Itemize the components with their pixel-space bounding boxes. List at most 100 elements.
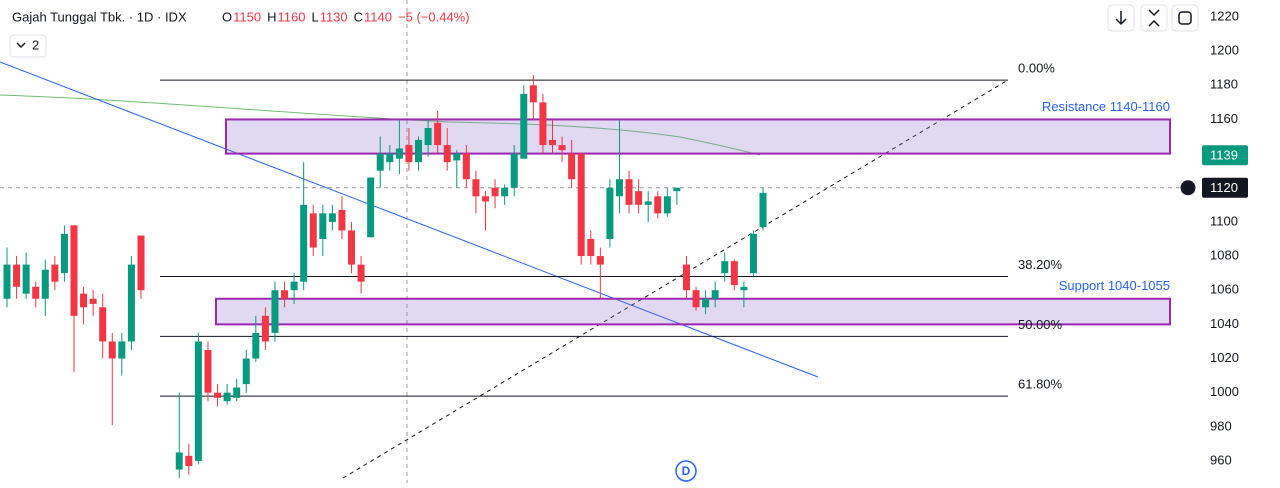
candle-body — [281, 290, 289, 299]
dividend-marker-label: D — [682, 464, 691, 478]
price-badge — [1202, 177, 1248, 198]
candle-body — [70, 225, 78, 316]
y-tick-label: 1000 — [1210, 384, 1239, 399]
candle-body — [60, 233, 68, 274]
candle-body — [654, 196, 662, 214]
y-tick-label: 1160 — [1210, 111, 1238, 126]
candle-body — [501, 187, 509, 197]
candle-body — [625, 179, 633, 205]
candle-body — [204, 349, 212, 393]
button-fullscreen[interactable] — [1171, 4, 1199, 32]
candle-body — [386, 153, 394, 163]
fib-label: 50.00% — [1018, 317, 1063, 332]
ohlc-value: 1160 — [277, 9, 305, 24]
price-badge-label: 1120 — [1210, 180, 1238, 195]
candle-body — [711, 290, 719, 299]
candle-body — [367, 177, 375, 238]
ohlc-value: 1150 — [233, 9, 261, 24]
moving-average — [0, 94, 761, 156]
zone-label: Resistance 1140-1160 — [1042, 99, 1170, 114]
candle-body — [520, 93, 528, 159]
ohlc-key: L — [311, 9, 318, 24]
dividend-marker[interactable] — [675, 460, 697, 482]
chart-title: Gajah Tunggal Tbk. · 1D · IDX — [12, 9, 187, 24]
candle-body — [309, 213, 317, 248]
y-tick-label: 1100 — [1210, 213, 1238, 228]
candle-body — [472, 179, 480, 197]
candle-body — [510, 153, 518, 188]
candle-body — [242, 358, 250, 385]
candle-body — [491, 187, 499, 197]
trendline-dashed — [342, 79, 1009, 479]
candle-body — [127, 264, 135, 342]
candle-body — [223, 392, 231, 402]
y-tick-label: 960 — [1210, 452, 1232, 467]
candle-body — [462, 153, 470, 180]
candle-body — [395, 148, 403, 159]
candle-body — [99, 307, 107, 342]
icon — [1115, 11, 1127, 26]
candle-body — [233, 387, 241, 398]
candle-body — [424, 127, 432, 146]
candle-body — [644, 201, 652, 205]
candle-body — [175, 452, 183, 470]
y-tick-label: 1200 — [1210, 43, 1239, 58]
candle-body — [730, 261, 738, 286]
candle-body — [214, 392, 222, 398]
candle-body — [434, 122, 442, 146]
candle-body — [568, 153, 576, 180]
indicator-toggle[interactable] — [9, 34, 47, 58]
candle-body — [453, 153, 461, 161]
trendline — [0, 61, 819, 378]
candle-body — [300, 204, 308, 282]
candle-body — [663, 196, 671, 214]
candle-body — [443, 145, 451, 163]
candle-body — [328, 213, 336, 222]
candle-body — [721, 261, 729, 274]
chevron-icon — [16, 42, 26, 49]
y-tick-label: 1060 — [1210, 282, 1239, 297]
price-badge — [1202, 145, 1248, 166]
ohlc-value: 1130 — [320, 9, 348, 24]
candle-body — [338, 209, 346, 231]
candle-body — [673, 187, 681, 192]
icon — [1148, 9, 1160, 27]
candle-body — [749, 233, 757, 274]
y-tick-label: 1040 — [1210, 316, 1239, 331]
button-collapse[interactable] — [1140, 4, 1168, 32]
candle-body — [577, 153, 585, 257]
y-tick-label: 1180 — [1210, 77, 1238, 92]
candle-body — [137, 235, 145, 291]
candle-body — [319, 213, 327, 239]
candle-body — [348, 230, 356, 265]
y-tick-label: 1220 — [1210, 8, 1239, 23]
candle-body — [740, 286, 748, 291]
candle-body — [682, 264, 690, 291]
candle-body — [3, 264, 11, 299]
candle-body — [252, 332, 260, 359]
ohlc-key: C — [354, 9, 363, 24]
candle-body — [539, 102, 547, 146]
candle-body — [51, 264, 59, 282]
y-tick-label: 1020 — [1210, 350, 1239, 365]
candle-body — [185, 455, 193, 467]
candle-body — [615, 179, 623, 197]
candle-body — [587, 238, 595, 257]
fib-label: 38.20% — [1018, 257, 1063, 272]
candle-body — [357, 264, 365, 282]
candle-body — [692, 290, 700, 308]
candle-body — [759, 192, 767, 228]
fib-label: 61.80% — [1018, 377, 1063, 392]
candle-body — [80, 293, 88, 308]
candle-body — [635, 191, 643, 205]
add-alert — [1179, 179, 1197, 197]
zone-label: Support 1040-1055 — [1059, 278, 1170, 293]
candle-body — [558, 145, 566, 151]
ohlc-change: −5 (−0.44%) — [398, 9, 470, 24]
candle-body — [22, 264, 30, 294]
icon — [1178, 11, 1192, 25]
candle-body — [606, 187, 614, 239]
candle-body — [32, 286, 40, 299]
